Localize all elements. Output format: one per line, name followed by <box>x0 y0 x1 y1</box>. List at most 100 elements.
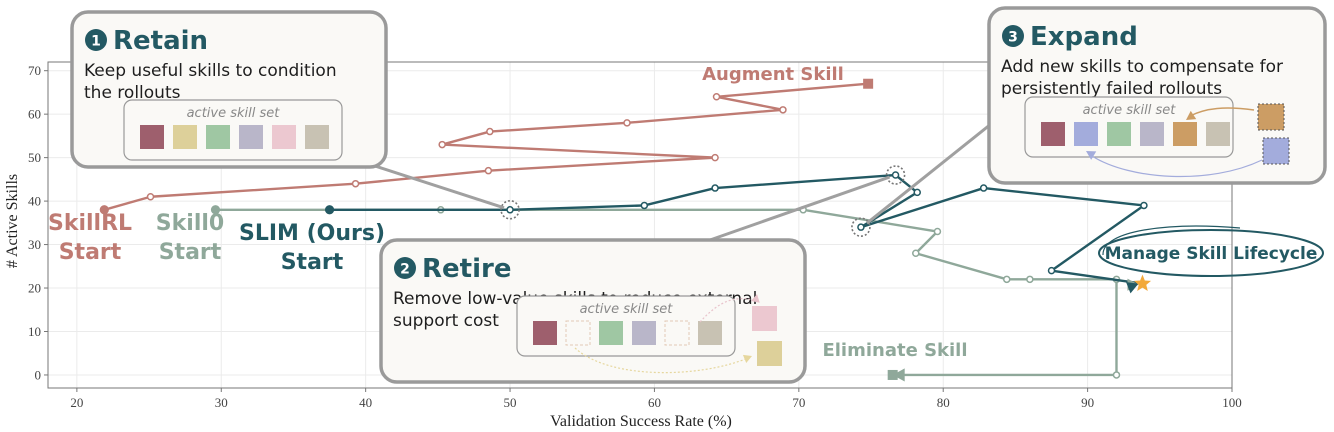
series-point-skillrl <box>146 192 155 201</box>
x-tick-label: 50 <box>504 395 517 410</box>
x-tick-label: 40 <box>359 395 372 410</box>
y-tick-label: 50 <box>28 150 41 165</box>
skill-square <box>206 125 230 149</box>
x-tick-label: 100 <box>1222 395 1242 410</box>
panel-description-line: Keep useful skills to condition <box>84 61 337 81</box>
step-badge-icon <box>1002 25 1024 47</box>
x-tick-label: 20 <box>70 395 83 410</box>
skill-square <box>239 125 263 149</box>
skill-square <box>305 125 329 149</box>
skill-square <box>1074 122 1098 146</box>
series-point-skillrl <box>486 127 494 136</box>
augment-end-marker <box>863 78 874 89</box>
skill-square <box>1140 122 1164 146</box>
panel-connector-line <box>865 118 997 225</box>
callout-highlight-circle <box>851 217 871 237</box>
series-point-skillrl <box>623 119 631 127</box>
new-skill-square <box>1262 137 1290 165</box>
label-layer: SkillRL Start Skill0 Start SLIM (Ours) Start A… <box>48 64 1317 361</box>
series-point-skill0 <box>1003 275 1011 284</box>
slim-arrowhead <box>1126 282 1139 294</box>
x-tick-label: 70 <box>792 395 805 410</box>
panel-connector-line <box>371 163 505 210</box>
step-badge-number: 2 <box>400 262 410 278</box>
panel-title: Retain <box>113 26 208 56</box>
tick-layer: 20 30 40 50 60 70 80 90 100 0 10 20 30 40 50 60 70 <box>28 63 1242 410</box>
panel-description-line: Add new skills to compensate for <box>1001 57 1283 77</box>
removal-arrowhead <box>742 354 752 364</box>
skill-square <box>533 321 557 345</box>
lifecycle-oval <box>1098 229 1324 277</box>
series-point-slim <box>1047 266 1056 275</box>
series-point-skill0 <box>933 227 942 236</box>
series-point-slim <box>857 223 865 231</box>
skill-square <box>272 125 296 149</box>
series-point-skillrl <box>779 106 787 114</box>
panel-description-line: persistently failed rollouts <box>1001 79 1222 99</box>
series-point-slim <box>979 184 988 192</box>
skill-square <box>1041 122 1065 146</box>
series-point-skillrl <box>712 93 721 101</box>
skill-set-label: active skill set <box>187 106 281 121</box>
x-tick-label: 90 <box>1081 395 1094 410</box>
panel-description-line: support cost <box>393 311 499 331</box>
start-label-skill0: Skill0 <box>156 211 224 236</box>
x-tick-label: 80 <box>937 395 950 410</box>
skill-square <box>140 125 164 149</box>
step-badge-number: 1 <box>91 34 101 50</box>
y-axis-title: # Active Skills <box>4 174 21 268</box>
series-point-slim <box>913 188 921 197</box>
y-tick-label: 30 <box>28 237 41 252</box>
add-arrowhead <box>1186 110 1197 120</box>
removal-arrowhead <box>751 294 760 303</box>
y-tick-label: 0 <box>35 367 42 382</box>
series-skillrl <box>99 82 869 215</box>
series-point-skillrl <box>438 140 446 149</box>
x-tick-label: 30 <box>215 395 228 410</box>
y-tick-label: 10 <box>28 324 41 339</box>
series-start-point-slim <box>324 205 335 215</box>
removed-skill-square <box>757 341 782 366</box>
series-point-skill0 <box>1026 275 1034 284</box>
panel-title: Expand <box>1030 22 1138 52</box>
start-label-skillrl: Start <box>59 240 122 265</box>
x-tick-label: 60 <box>648 395 661 410</box>
skill-square <box>632 321 656 345</box>
series-point-skillrl <box>351 179 360 188</box>
series-point-skill0 <box>912 249 920 258</box>
start-label-slim: Start <box>281 250 344 275</box>
panel-description-line: the rollouts <box>84 83 181 103</box>
new-skill-square <box>1257 103 1285 131</box>
series-point-slim <box>506 206 514 214</box>
start-label-skillrl: SkillRL <box>48 211 132 236</box>
panel-title: Retire <box>422 254 511 284</box>
y-tick-label: 40 <box>28 194 41 209</box>
add-arrow <box>1091 155 1263 178</box>
series-point-skillrl <box>711 153 719 162</box>
step-badge-number: 3 <box>1008 30 1018 46</box>
skill-square <box>698 321 722 345</box>
eliminate-skill-label: Eliminate Skill <box>822 340 967 361</box>
add-arrow <box>1189 107 1255 117</box>
plot-frame <box>47 61 1233 389</box>
augment-skill-label: Augment Skill <box>702 64 844 85</box>
skill-square <box>1173 122 1197 146</box>
skill-slot-empty <box>664 320 690 346</box>
skill-square <box>599 321 623 345</box>
series-start-point-skillrl <box>99 205 109 215</box>
target-star-icon <box>1133 274 1152 291</box>
series-point-skillrl <box>484 166 493 175</box>
skill-slot-empty <box>565 320 591 346</box>
callout-highlight-circle <box>500 199 520 220</box>
callout-highlight-circle <box>885 165 906 185</box>
removal-arrow <box>574 347 749 374</box>
series-line-skill0 <box>215 208 1118 377</box>
skill-set-label: active skill set <box>580 302 674 317</box>
skill-square <box>173 125 197 149</box>
start-label-slim: SLIM (Ours) <box>239 221 385 246</box>
step-badge-icon <box>394 257 416 279</box>
series-layer <box>99 82 1148 379</box>
panel-layer: 1 Retain Keep useful skills to conditionth… <box>70 6 1327 384</box>
